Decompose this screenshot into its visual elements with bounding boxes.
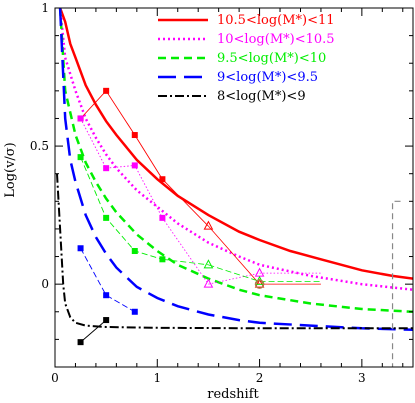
series-extra-link-2-0	[162, 258, 209, 266]
dashed-bracket	[391, 200, 401, 367]
legend-label-1: 10<log(M*)<10.5	[217, 32, 335, 47]
data-point-1-3	[159, 214, 166, 221]
points-layer	[77, 87, 265, 346]
triangle-point-1-1	[254, 267, 265, 277]
data-point-1-0	[77, 115, 84, 122]
data-point-3-0	[77, 245, 84, 252]
data-point-0-2	[131, 132, 138, 139]
triangle-point-2-0	[203, 259, 214, 269]
series-point-link-1	[80, 118, 163, 219]
curves-layer	[56, 8, 413, 331]
links-layer	[80, 90, 401, 367]
data-point-1-2	[131, 162, 138, 169]
x-tick-label: 3	[358, 371, 366, 385]
x-tick-label: 2	[256, 371, 264, 385]
triangle-point-1-0	[203, 278, 214, 288]
data-point-2-3	[159, 256, 166, 263]
x-tick-label: 1	[153, 371, 161, 385]
x-axis-label: redshift	[207, 387, 259, 402]
legend-label-4: 8<log(M*)<9	[217, 89, 306, 104]
data-point-0-1	[103, 87, 110, 94]
data-point-3-2	[131, 308, 138, 315]
data-point-1-1	[103, 165, 110, 172]
series-extra-link-1-0	[162, 217, 209, 285]
axes-layer: 0 1 2 3 0 0.5 1	[30, 1, 414, 385]
x-tick-label: 0	[51, 371, 59, 385]
data-point-3-1	[103, 292, 110, 299]
series-point-link-2	[80, 156, 163, 260]
series-curve-1	[58, 8, 413, 291]
series-point-link-4	[80, 319, 107, 343]
series-point-link-3	[80, 248, 136, 313]
triangle-point-0-1	[254, 278, 265, 288]
series-point-link-0	[80, 90, 163, 180]
y-axis-label: Log(v/σ)	[3, 142, 18, 198]
legend-label-2: 9.5<log(M*)<10	[217, 51, 326, 66]
series-extra-link-0-0	[162, 178, 209, 227]
series-curve-4	[56, 173, 413, 330]
legend-label-3: 9<log(M*)<9.5	[217, 70, 318, 85]
legend-label-0: 10.5<log(M*)<11	[217, 13, 335, 28]
data-point-2-2	[131, 248, 138, 255]
data-point-0-3	[159, 176, 166, 183]
plot-frame	[54, 7, 414, 368]
legend: 10.5<log(M*)<11 10<log(M*)<10.5 9.5<log(M*…	[158, 13, 335, 104]
series-curve-2	[58, 8, 413, 314]
data-point-4-0	[77, 339, 84, 346]
series-curve-3	[58, 8, 413, 331]
highlight-circle-point	[254, 279, 265, 289]
series-curve-0	[58, 8, 413, 280]
y-tick-label: 1	[41, 1, 49, 15]
data-point-2-0	[77, 154, 84, 161]
y-tick-label: 0	[41, 277, 49, 291]
data-point-2-1	[103, 214, 110, 221]
triangle-point-0-0	[203, 220, 214, 230]
data-point-4-1	[103, 317, 110, 324]
series-extra-link-0-1	[208, 225, 260, 285]
y-tick-label: 0.5	[30, 139, 49, 153]
series-extra-link-2-1	[208, 264, 260, 282]
